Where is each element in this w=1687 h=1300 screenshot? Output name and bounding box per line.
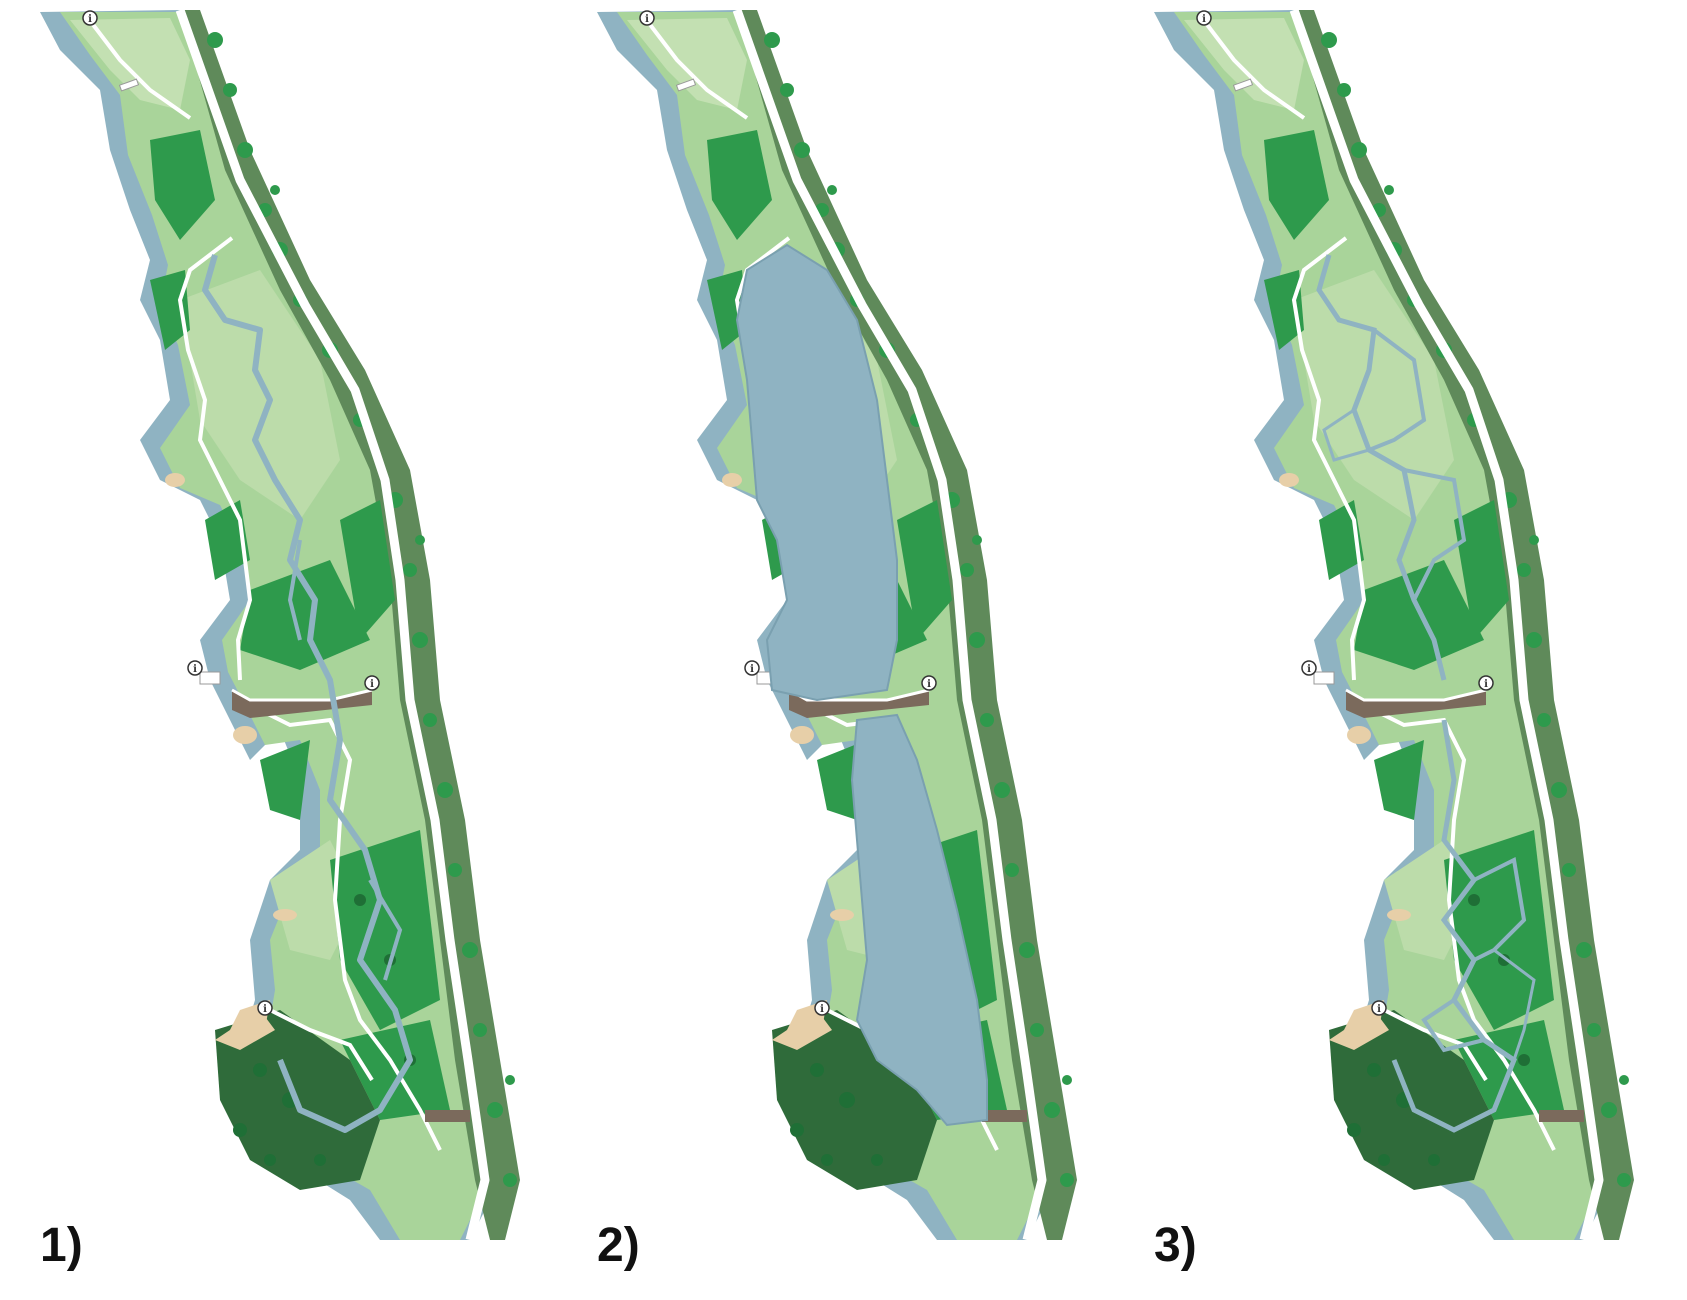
svg-text:i: i	[1484, 679, 1488, 690]
info-marker-dam[interactable]: i	[364, 675, 380, 691]
svg-text:i: i	[927, 679, 931, 690]
info-marker-west-dock[interactable]: i	[1301, 660, 1317, 676]
svg-text:i: i	[750, 664, 754, 675]
map-panel-2: i i i i 2)	[557, 0, 1117, 1300]
svg-text:i: i	[1202, 14, 1206, 25]
svg-text:i: i	[370, 679, 374, 690]
panel-label-3: 3)	[1154, 1219, 1197, 1272]
map-reservoir-lake: i i i i	[557, 0, 1117, 1300]
info-marker-south[interactable]: i	[1371, 1000, 1387, 1016]
svg-text:i: i	[645, 14, 649, 25]
info-marker-west-dock[interactable]: i	[744, 660, 760, 676]
map-braided-channels: i i i i	[1114, 0, 1674, 1300]
info-marker-south[interactable]: i	[814, 1000, 830, 1016]
map-panel-1: i i i i 1)	[0, 0, 560, 1300]
map-river-meander: i i i i	[0, 0, 560, 1300]
info-marker-south[interactable]: i	[257, 1000, 273, 1016]
map-panel-3: i i i i 3)	[1114, 0, 1674, 1300]
info-marker-top[interactable]: i	[82, 10, 98, 26]
panel-label-1: 1)	[40, 1219, 83, 1272]
svg-text:i: i	[193, 664, 197, 675]
panel-label-2: 2)	[597, 1219, 640, 1272]
svg-text:i: i	[263, 1004, 267, 1015]
info-marker-dam[interactable]: i	[921, 675, 937, 691]
info-marker-top[interactable]: i	[639, 10, 655, 26]
info-marker-dam[interactable]: i	[1478, 675, 1494, 691]
info-marker-west-dock[interactable]: i	[187, 660, 203, 676]
info-marker-top[interactable]: i	[1196, 10, 1212, 26]
svg-text:i: i	[820, 1004, 824, 1015]
svg-text:i: i	[1307, 664, 1311, 675]
svg-text:i: i	[88, 14, 92, 25]
svg-text:i: i	[1377, 1004, 1381, 1015]
